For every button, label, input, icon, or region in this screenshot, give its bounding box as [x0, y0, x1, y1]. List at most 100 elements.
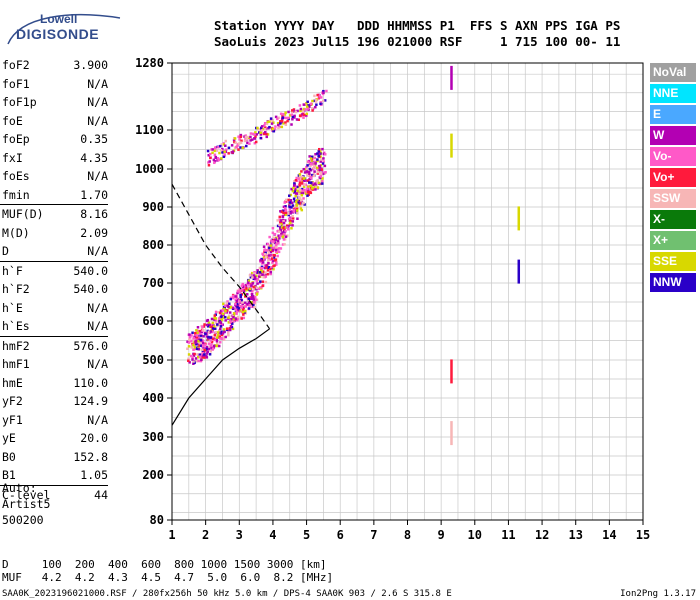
echo-point	[282, 221, 286, 225]
echo-point	[227, 146, 231, 150]
echo-point	[205, 352, 209, 355]
echo-point	[244, 138, 247, 141]
echo-point	[286, 234, 289, 237]
echo-point	[192, 354, 196, 357]
echo-point	[195, 334, 199, 337]
echo-point	[212, 344, 216, 348]
echo-point	[253, 141, 257, 145]
echo-point	[227, 316, 230, 319]
echo-point	[200, 333, 203, 336]
echo-point	[309, 162, 313, 166]
echo-point	[257, 275, 261, 278]
echo-point	[259, 126, 263, 130]
echo-point	[213, 149, 217, 153]
echo-point	[241, 146, 244, 150]
param-key: yF2	[2, 394, 23, 408]
echo-point	[300, 208, 304, 212]
echo-point	[308, 105, 311, 108]
echo-point	[272, 253, 276, 257]
dashed-trace	[171, 183, 271, 330]
echo-point	[278, 215, 282, 219]
echo-point	[203, 353, 206, 356]
echo-point	[223, 150, 226, 154]
echo-point	[319, 101, 322, 104]
echo-point	[224, 311, 227, 314]
param-value: 44	[94, 487, 108, 502]
echo-point	[254, 140, 258, 144]
echo-point	[299, 179, 302, 182]
echo-point	[306, 187, 309, 191]
echo-point	[268, 120, 271, 123]
echo-point	[305, 112, 309, 116]
echo-point	[239, 146, 242, 149]
echo-point	[222, 328, 226, 331]
echo-point	[283, 207, 287, 210]
echo-point	[221, 332, 225, 335]
echo-point	[314, 153, 317, 156]
echo-point	[234, 295, 237, 298]
echo-point	[219, 332, 223, 335]
echo-point	[318, 165, 322, 169]
echo-point	[263, 253, 267, 256]
scaled-parameters-panel: foF2 3.900 foF1 N/A foF1p N/A foE N/A foEp 0.35 fx…	[0, 56, 112, 504]
echo-point	[288, 114, 292, 117]
echo-point	[202, 328, 205, 332]
echo-point	[252, 285, 255, 289]
echo-point	[305, 189, 309, 192]
param-key: hmE	[2, 375, 23, 390]
echo-point	[280, 125, 284, 129]
echo-point	[242, 316, 246, 320]
echo-point	[298, 181, 302, 185]
echo-point	[311, 99, 314, 103]
echo-point	[219, 148, 223, 152]
echo-point	[245, 144, 248, 148]
echo-point	[209, 156, 212, 160]
param-key: yF1	[2, 412, 23, 427]
echo-point	[210, 325, 213, 329]
echo-point	[281, 116, 285, 119]
echo-point	[276, 219, 279, 222]
echo-point	[199, 341, 202, 345]
echo-point	[283, 232, 286, 236]
echo-point	[248, 287, 252, 291]
echo-point	[221, 309, 225, 312]
echo-point	[212, 158, 216, 162]
echo-point	[271, 127, 275, 131]
echo-point	[286, 226, 289, 229]
echo-point	[190, 334, 193, 337]
echo-point	[201, 325, 204, 329]
echo-point	[290, 110, 294, 113]
echo-point	[314, 98, 318, 102]
echo-point	[220, 330, 223, 333]
echo-point	[312, 164, 316, 167]
echo-point	[273, 264, 276, 267]
x-tick-label: 8	[404, 528, 411, 542]
echo-point	[242, 309, 246, 312]
echo-point	[254, 131, 257, 134]
y-tick-label: 200	[142, 468, 164, 482]
echo-point	[211, 339, 214, 342]
echo-point	[188, 333, 191, 336]
echo-point	[206, 325, 210, 328]
echo-point	[240, 317, 243, 320]
echo-point	[213, 161, 216, 165]
echo-point	[268, 246, 271, 250]
echo-point	[293, 180, 296, 183]
echo-point	[244, 135, 248, 139]
echo-point	[238, 300, 241, 303]
echo-point	[283, 113, 287, 116]
echo-point	[287, 200, 290, 203]
echo-point	[251, 276, 254, 279]
echo-point	[287, 110, 290, 114]
echo-point	[252, 288, 256, 291]
echo-point	[306, 107, 310, 110]
echo-point	[321, 99, 325, 103]
echo-point	[292, 109, 295, 113]
echo-point	[209, 339, 212, 342]
param-row: h`F2 540.0	[0, 280, 112, 299]
x-tick-label: 5	[303, 528, 310, 542]
echo-point	[251, 138, 254, 141]
echo-point	[277, 234, 280, 237]
echo-point	[231, 322, 234, 325]
echo-point	[267, 251, 271, 255]
